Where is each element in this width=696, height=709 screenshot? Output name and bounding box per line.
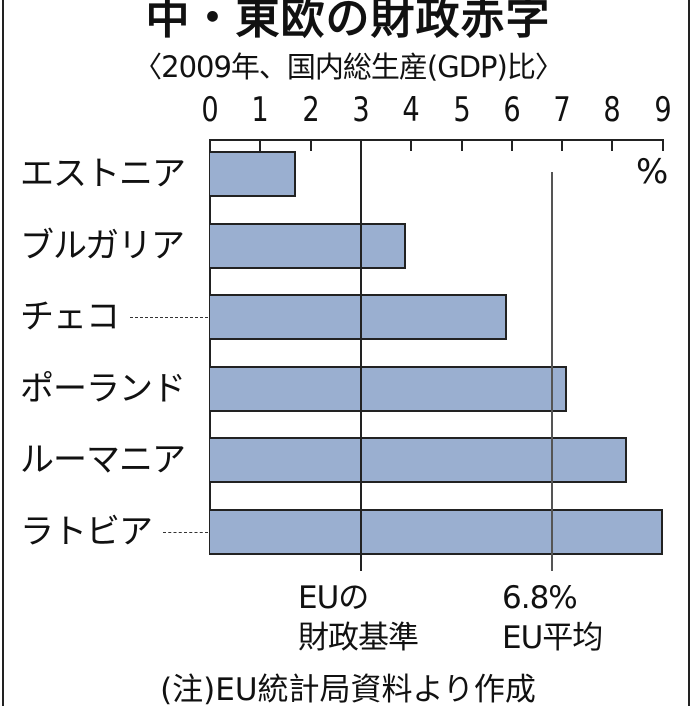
x-tick-mark [309, 139, 312, 151]
x-axis-line [210, 139, 663, 141]
bar [210, 151, 296, 197]
bar [210, 223, 407, 269]
x-tick-label: 0 [201, 90, 219, 130]
x-tick-label: 7 [553, 90, 571, 130]
chart-subtitle: 〈2009年、国内総生産(GDP)比〉 [133, 50, 564, 84]
bar [210, 437, 628, 483]
leader-dashed-line [163, 532, 208, 533]
x-tick-label: 2 [301, 90, 320, 130]
x-tick-mark [611, 139, 614, 151]
x-tick-label: 9 [654, 90, 672, 130]
x-tick-label: 6 [503, 90, 521, 130]
bar [210, 294, 507, 340]
eu-criterion-label: EUの 財政基準 [298, 578, 419, 658]
x-tick-label: 3 [352, 90, 370, 130]
eu-criterion-line1: EUの [298, 580, 369, 616]
eu-average-line2: EU平均 [502, 620, 603, 656]
leader-dashed-line [130, 317, 208, 318]
unit-label: % [636, 152, 669, 192]
eu-average-label: 6.8% EU平均 [502, 578, 603, 658]
eu-average-line1: 6.8% [502, 580, 578, 616]
eu-average-line [551, 172, 554, 571]
category-label: チェコ [20, 297, 120, 337]
x-tick-mark [561, 139, 564, 151]
chart-title: 中・東欧の財政赤字 [145, 0, 551, 44]
x-tick-mark [510, 139, 513, 151]
x-tick-mark [661, 139, 664, 151]
x-tick-mark [460, 139, 463, 151]
x-tick-label: 1 [251, 90, 269, 130]
category-label: ブルガリア [20, 226, 185, 266]
x-tick-label: 4 [402, 90, 420, 130]
category-label: ルーマニア [20, 440, 186, 480]
x-tick-label: 5 [452, 90, 471, 130]
category-label: エストニア [20, 154, 186, 194]
category-label: ポーランド [20, 369, 186, 409]
x-tick-mark [259, 139, 262, 151]
eu-criterion-line [359, 139, 362, 571]
bar [210, 366, 568, 412]
category-label: ラトビア [20, 512, 153, 552]
x-tick-mark [410, 139, 413, 151]
source-footnote: (注)EU統計局資料より作成 [160, 672, 536, 708]
eu-criterion-line2: 財政基準 [298, 620, 419, 656]
bar [210, 509, 663, 555]
x-tick-label: 8 [603, 90, 622, 130]
y-axis-line [209, 139, 211, 555]
